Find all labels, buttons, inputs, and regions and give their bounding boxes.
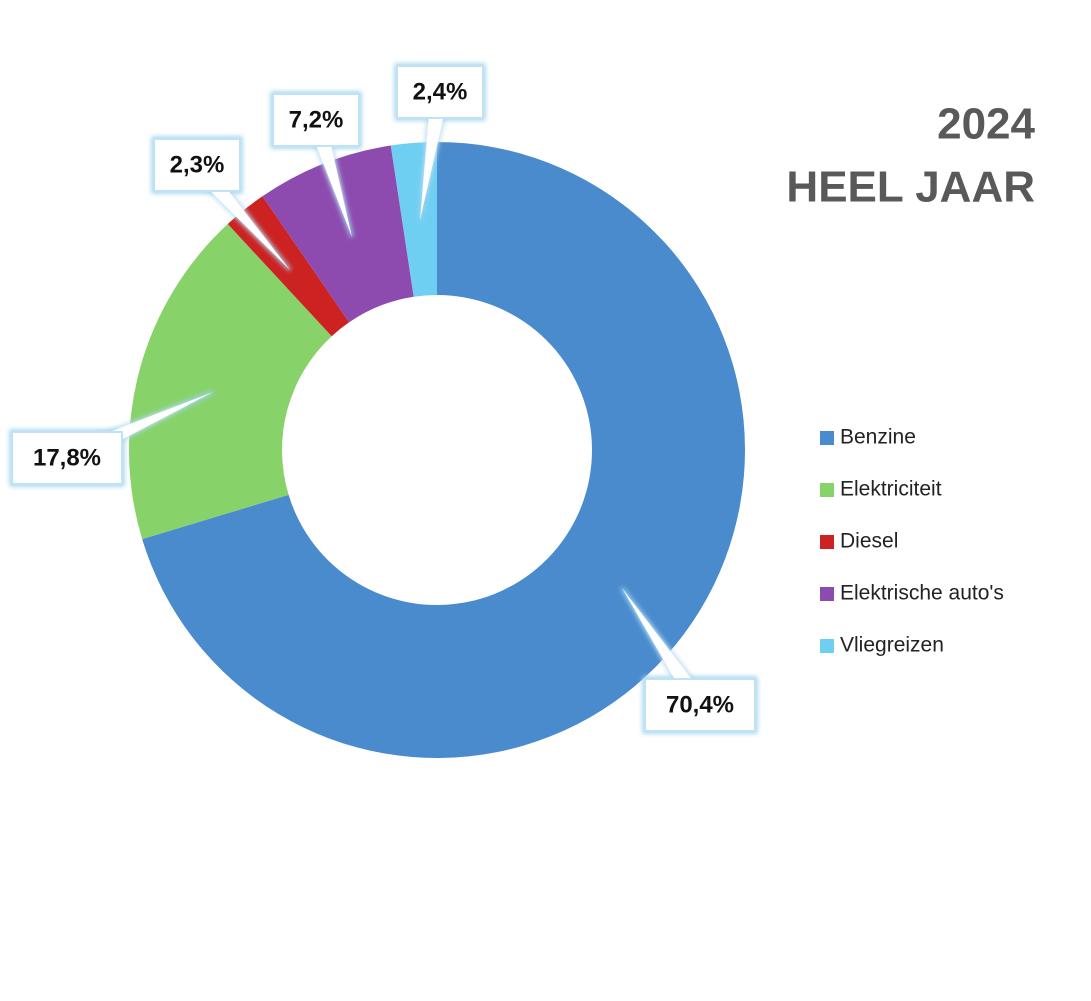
callout-box: [644, 678, 756, 732]
legend-label: Elektriciteit: [840, 478, 942, 501]
callout-pointer: [420, 90, 449, 220]
donut-slice: [142, 142, 745, 758]
chart-subtitle: HEEL JAAR: [786, 163, 1035, 212]
data-label: 17,8%: [33, 444, 101, 471]
donut-slice: [262, 145, 414, 323]
data-label: 2,3%: [170, 151, 225, 178]
chart-title: 2024: [937, 100, 1035, 149]
callout-pointer: [307, 117, 352, 237]
donut-slice: [129, 224, 332, 540]
legend-label: Elektrische auto's: [840, 582, 1004, 605]
legend-label: Benzine: [840, 426, 916, 449]
legend-swatch: [820, 483, 834, 497]
callout-box: [272, 93, 360, 147]
data-label: 7,2%: [289, 106, 344, 133]
legend-swatch: [820, 587, 834, 601]
legend-swatch: [820, 431, 834, 445]
data-label: 2,4%: [413, 78, 468, 105]
callout-box: [11, 431, 123, 485]
callout-box: [396, 65, 484, 119]
legend-label: Vliegreizen: [840, 634, 944, 657]
callout-box: [153, 138, 241, 192]
data-label: 70,4%: [666, 691, 734, 718]
legend-swatch: [820, 639, 834, 653]
legend-swatch: [820, 535, 834, 549]
legend-label: Diesel: [840, 530, 898, 553]
